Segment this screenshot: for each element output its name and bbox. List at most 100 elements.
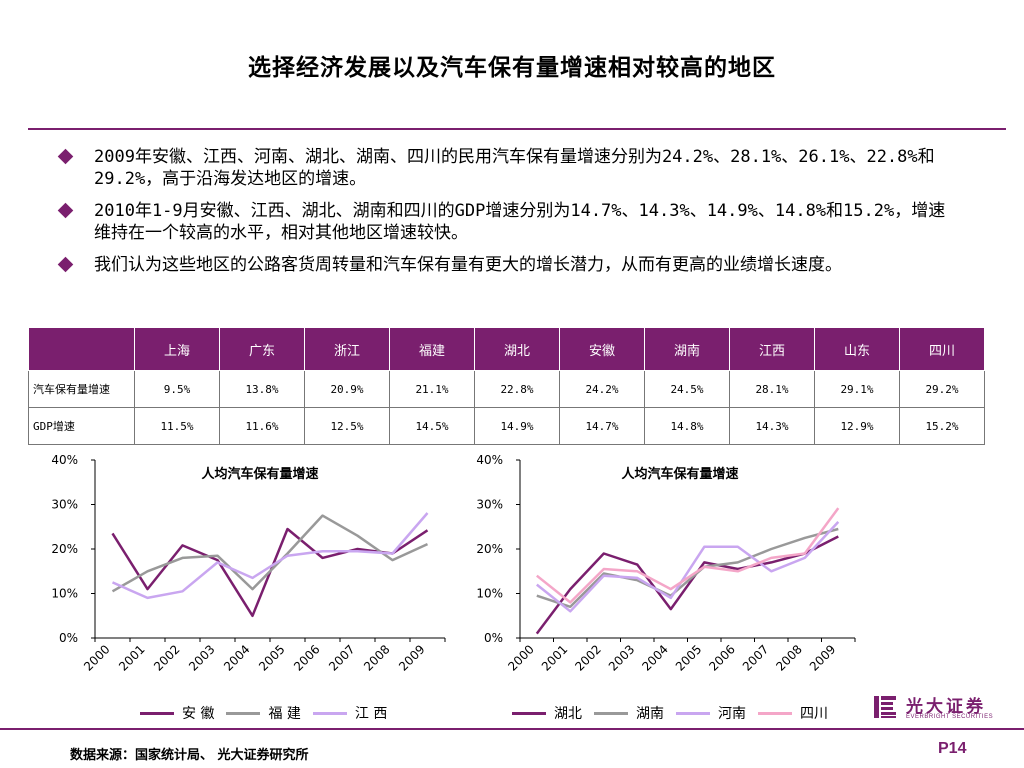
chart-title: 人均汽车保有量增速 xyxy=(621,466,738,482)
y-tick-label: 10% xyxy=(51,587,78,601)
x-tick-label: 2003 xyxy=(186,642,217,673)
legend-swatch xyxy=(140,711,174,715)
legend-swatch xyxy=(676,711,710,715)
table-column-header: 上海 xyxy=(134,327,220,371)
legend-swatch xyxy=(312,711,347,715)
table-cell: 29.1% xyxy=(814,370,900,408)
title-divider xyxy=(28,128,1006,130)
chart-title: 人均汽车保有量增速 xyxy=(201,466,318,482)
y-tick-label: 40% xyxy=(51,453,78,467)
legend-swatch xyxy=(594,711,628,715)
table-cell: 11.5% xyxy=(134,407,220,445)
page-number: P14 xyxy=(938,740,967,757)
x-tick-label: 2000 xyxy=(81,642,112,673)
x-tick-label: 2001 xyxy=(539,642,570,673)
chart-legend-left: 安 徽 福 建 江 西 xyxy=(140,703,399,723)
chart-legend-right: 湖北 湖南 河南 四川 xyxy=(512,703,840,723)
legend-swatch xyxy=(758,711,792,715)
x-tick-label: 2004 xyxy=(221,642,252,673)
legend-item: 江 西 xyxy=(312,703,388,723)
legend-label: 四川 xyxy=(800,706,828,722)
table-row: 汽车保有量增速 9.5% 13.8% 20.9% 21.1% 22.8% 24.… xyxy=(28,370,985,408)
legend-label: 江 西 xyxy=(354,706,388,722)
bullet-list: 2009年安徽、江西、河南、湖北、湖南、四川的民用汽车保有量增速分别为24.2%… xyxy=(57,146,958,286)
table-column-header: 山东 xyxy=(814,327,900,371)
table-cell: 24.5% xyxy=(644,370,730,408)
x-tick-label: 2001 xyxy=(116,642,147,673)
table-row: GDP增速 11.5% 11.6% 12.5% 14.5% 14.9% 14.7… xyxy=(28,407,985,445)
x-tick-label: 2006 xyxy=(291,642,322,673)
legend-swatch xyxy=(512,711,546,715)
bullet-text: 2010年1-9月安徽、江西、湖北、湖南和四川的GDP增速分别为14.7%、14… xyxy=(94,201,946,243)
x-tick-label: 2004 xyxy=(639,642,670,673)
x-tick-label: 2005 xyxy=(673,642,704,673)
bullet-item: 2010年1-9月安徽、江西、湖北、湖南和四川的GDP增速分别为14.7%、14… xyxy=(57,200,958,244)
table-cell: 12.5% xyxy=(304,407,390,445)
x-tick-label: 2000 xyxy=(505,642,536,673)
legend-label: 湖南 xyxy=(636,706,664,722)
series-line xyxy=(536,507,840,604)
logo-english-text: EVERBRIGHT SECURITIES xyxy=(906,714,994,720)
legend-item: 湖南 xyxy=(594,703,664,723)
x-tick-label: 2002 xyxy=(151,642,182,673)
table-column-header: 江西 xyxy=(729,327,815,371)
x-tick-label: 2007 xyxy=(326,642,357,673)
footer-divider xyxy=(0,728,1024,730)
y-tick-label: 10% xyxy=(476,587,503,601)
table-column-header: 福建 xyxy=(389,327,475,371)
table-column-header: 湖北 xyxy=(474,327,560,371)
table-cell: 14.9% xyxy=(474,407,560,445)
table-cell: 20.9% xyxy=(304,370,390,408)
legend-label: 福 建 xyxy=(268,706,301,722)
y-tick-label: 0% xyxy=(59,631,78,645)
legend-label: 河南 xyxy=(718,706,746,722)
table-cell: 21.1% xyxy=(389,370,475,408)
x-tick-label: 2009 xyxy=(396,642,427,673)
y-tick-label: 20% xyxy=(476,542,503,556)
table-cell: 24.2% xyxy=(559,370,645,408)
table-cell: 9.5% xyxy=(134,370,220,408)
table-cell: 22.8% xyxy=(474,370,560,408)
legend-swatch xyxy=(226,711,261,715)
y-tick-label: 30% xyxy=(51,498,78,512)
legend-item: 四川 xyxy=(758,703,828,723)
table-cell: 15.2% xyxy=(899,407,985,445)
diamond-bullet-icon xyxy=(57,148,74,165)
company-logo: 光大证券 EVERBRIGHT SECURITIES xyxy=(872,692,1012,724)
table-row-label: GDP增速 xyxy=(28,407,135,445)
table-corner-cell xyxy=(28,327,135,371)
table-cell: 12.9% xyxy=(814,407,900,445)
y-tick-label: 30% xyxy=(476,498,503,512)
table-column-header: 四川 xyxy=(899,327,985,371)
diamond-bullet-icon xyxy=(57,256,74,273)
legend-item: 湖北 xyxy=(512,703,582,723)
legend-label: 湖北 xyxy=(554,706,582,722)
series-line xyxy=(111,512,429,600)
series-line xyxy=(535,535,839,635)
bullet-item: 我们认为这些地区的公路客货周转量和汽车保有量有更大的增长潜力，从而有更高的业绩增… xyxy=(57,254,958,276)
table-row-label: 汽车保有量增速 xyxy=(28,370,135,408)
table-cell: 29.2% xyxy=(899,370,985,408)
table-column-header: 浙江 xyxy=(304,327,390,371)
charts-area: 0%10%20%30%40%2000 2001 2002 2003 2004 2005 20… xyxy=(51,453,856,674)
table-header-row: 上海 广东 浙江 福建 湖北 安徽 湖南 江西 山东 四川 xyxy=(28,327,985,371)
bullet-item: 2009年安徽、江西、河南、湖北、湖南、四川的民用汽车保有量增速分别为24.2%… xyxy=(57,146,958,190)
table-cell: 14.7% xyxy=(559,407,645,445)
legend-item: 福 建 xyxy=(226,703,301,723)
table-cell: 11.6% xyxy=(219,407,305,445)
legend-label: 安 徽 xyxy=(182,706,215,722)
y-tick-label: 20% xyxy=(51,542,78,556)
series-line xyxy=(536,521,840,613)
diamond-bullet-icon xyxy=(57,202,74,219)
table-cell: 14.8% xyxy=(644,407,730,445)
series-line xyxy=(111,514,429,593)
data-source: 数据来源：国家统计局、 光大证券研究所 xyxy=(70,748,309,763)
table-column-header: 安徽 xyxy=(559,327,645,371)
bullet-text: 2009年安徽、江西、河南、湖北、湖南、四川的民用汽车保有量增速分别为24.2%… xyxy=(94,147,935,189)
logo-mark-icon xyxy=(874,696,896,718)
legend-item: 安 徽 xyxy=(140,703,214,723)
y-tick-label: 40% xyxy=(476,453,503,467)
x-tick-label: 2003 xyxy=(606,642,637,673)
legend-item: 河南 xyxy=(676,703,746,723)
x-tick-label: 2006 xyxy=(706,642,737,673)
